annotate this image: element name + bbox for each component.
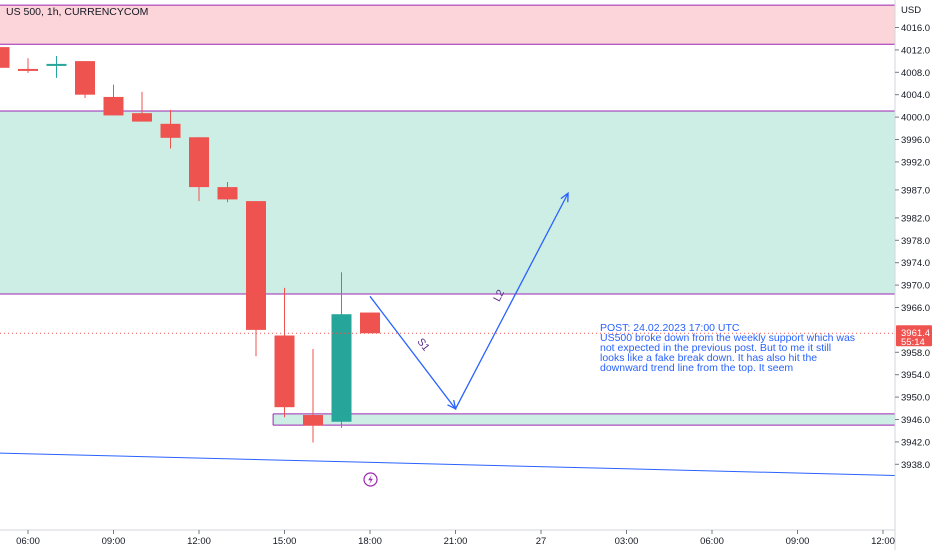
price-tick-label: 4012.0 [901, 45, 930, 56]
price-tick-label: 3974.0 [901, 258, 930, 269]
candle-body [189, 137, 209, 188]
price-tick-label: 3987.0 [901, 185, 930, 196]
price-tick-label: 3942.0 [901, 437, 930, 448]
wave-label: S1 [414, 336, 431, 354]
downward-trendline [0, 452, 896, 476]
last-price-value: 3961.4 [901, 328, 930, 339]
price-tick-label: 3966.0 [901, 303, 930, 314]
event-marker[interactable] [363, 472, 378, 487]
price-zones [0, 4, 896, 426]
annotation-line: POST: 24.02.2023 17:00 UTC [600, 322, 740, 334]
projection-layer: S1 L2 [369, 191, 569, 411]
time-tick-label: 21:00 [444, 536, 468, 547]
candle-body [103, 96, 124, 116]
time-tick-label: 09:00 [102, 536, 126, 547]
price-tick-label: 4004.0 [901, 90, 930, 101]
last-price-tag[interactable] [896, 325, 932, 347]
price-tick-label: 3996.0 [901, 135, 930, 146]
candle-body [217, 187, 238, 200]
candle-body [331, 314, 352, 422]
time-tick-label: 06:00 [16, 536, 40, 547]
price-axis[interactable]: 4016.0 4012.0 4008.0 4004.0 4000.0 3996.0 3992… [894, 0, 932, 550]
annotation-line: US500 broke down from the weekly support… [600, 332, 855, 344]
price-tick-label: 3970.0 [901, 281, 930, 292]
candle-body [132, 113, 152, 122]
candle-body [75, 61, 95, 95]
time-tick-label: 15:00 [273, 536, 297, 547]
projection-arrowhead-up [560, 191, 569, 203]
price-tick-label: 3978.0 [901, 236, 930, 247]
candle-body [46, 63, 67, 66]
price-tick-label: 4008.0 [901, 68, 930, 79]
price-tick-label: 3950.0 [901, 393, 930, 404]
candle-body [246, 201, 266, 330]
time-tick-label: 18:00 [358, 536, 382, 547]
candle-body [303, 415, 323, 426]
candle-body [160, 123, 181, 138]
price-tick-label: 3938.0 [901, 460, 930, 471]
candles-layer [0, 47, 895, 443]
last-price-timer: 55:14 [901, 337, 925, 348]
candle-body [360, 312, 380, 334]
projection-arrowhead-down [447, 399, 457, 411]
time-tick-label: 12:00 [187, 536, 211, 547]
trendline-layer [0, 452, 896, 476]
time-tick-label: 12:00 [871, 536, 895, 547]
time-tick-label: 09:00 [786, 536, 810, 547]
price-tick-label: 3982.0 [901, 213, 930, 224]
wave-label: L2 [491, 288, 507, 304]
annotation-line: not expected in the previous post. But t… [600, 342, 831, 354]
lightning-icon [368, 474, 373, 485]
price-tick-label: 3992.0 [901, 157, 930, 168]
annotation-line: looks like a fake break down. It has als… [600, 352, 817, 364]
price-tick-label: 3954.0 [901, 370, 930, 381]
price-tick-label: 3946.0 [901, 415, 930, 426]
price-tick-label: 3958.0 [901, 348, 930, 359]
time-tick-label: 06:00 [700, 536, 724, 547]
price-tick-label: 4016.0 [901, 23, 930, 34]
zone-support-fill [273, 413, 896, 426]
chart-title: US 500, 1h, CURRENCYCOM [6, 6, 148, 18]
currency-label: USD [901, 5, 921, 16]
zone-supply-fill [0, 110, 895, 295]
annotation-line: downward trend line from the top. It see… [600, 362, 793, 374]
candle-body [0, 47, 10, 68]
candle-body [18, 68, 38, 71]
price-tick-label: 4000.0 [901, 113, 930, 124]
time-tick-label: 03:00 [615, 536, 639, 547]
candle-body [274, 335, 295, 408]
time-tick-label: 27 [536, 536, 547, 547]
time-axis[interactable]: 06:00 09:00 12:00 15:00 18:00 21:00 27 03:00 06:… [0, 529, 895, 547]
zone-resistance-fill [0, 5, 895, 45]
